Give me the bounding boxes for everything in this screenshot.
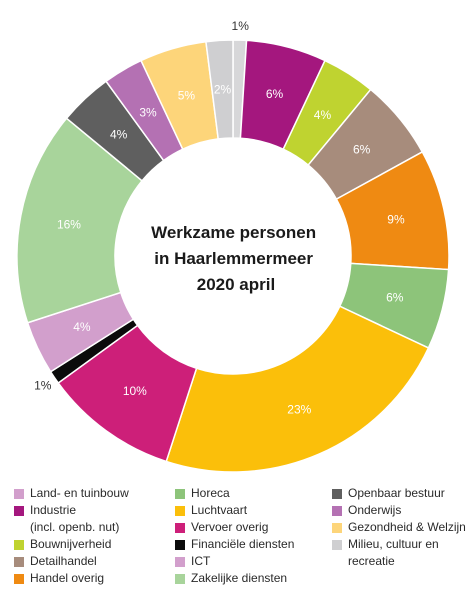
slice-label-5: 9% (387, 213, 405, 227)
legend-swatch (332, 540, 342, 550)
legend-item: Horeca (175, 485, 294, 502)
slice-label-2: 6% (266, 87, 284, 101)
slice-label-14: 5% (178, 89, 196, 103)
slice-label-1: 1% (232, 19, 250, 33)
slice-label-12: 4% (110, 127, 128, 141)
legend-column-2: Horeca Luchtvaart Vervoer overig Financiële… (175, 485, 294, 587)
legend-swatch (14, 574, 24, 584)
slice-label-13: 3% (139, 105, 157, 119)
legend-label: Bouwnijverheid (30, 537, 112, 551)
legend-item: Detailhandel (14, 553, 129, 570)
legend-label: Industrie (incl. openb. nut) (30, 503, 120, 534)
legend-item: Zakelijke diensten (175, 570, 294, 587)
legend-item: Industrie (incl. openb. nut) (14, 502, 129, 536)
legend-swatch (175, 540, 185, 550)
slice-label-6: 6% (386, 291, 404, 305)
chart-title: Werkzame personen in Haarlemmermeer 2020… (151, 223, 321, 294)
slice-label-9: 1% (34, 378, 52, 392)
legend-swatch (175, 489, 185, 499)
legend-swatch (14, 540, 24, 550)
legend-label: Land- en tuinbouw (30, 486, 129, 500)
slice-label-3: 4% (314, 108, 332, 122)
slice-7 (165, 305, 430, 473)
legend-item: Land- en tuinbouw (14, 485, 129, 502)
legend-item: Vervoer overig (175, 519, 294, 536)
legend-column-1: Land- en tuinbouw Industrie (incl. openb.… (14, 485, 129, 587)
donut-slices (16, 39, 450, 473)
legend-label: Openbaar bestuur (348, 486, 445, 500)
legend-item: Luchtvaart (175, 502, 294, 519)
slice-label-7: 23% (287, 402, 311, 416)
legend-label: Horeca (191, 486, 230, 500)
legend-swatch (332, 523, 342, 533)
legend-label: Luchtvaart (191, 503, 248, 517)
legend-item: Bouwnijverheid (14, 536, 129, 553)
legend-label: Zakelijke diensten (191, 571, 288, 585)
slice-label-8: 10% (123, 384, 147, 398)
slice-labels: 1% 6% 4% 6% 9% 6% 23% 10% 1% 4% 16% 4% 3% 5% 2% (34, 19, 405, 416)
chart-title-line-2: in Haarlemmermeer (154, 249, 313, 268)
legend-swatch (14, 506, 24, 516)
slice-15 (205, 39, 234, 140)
legend-swatch (175, 557, 185, 567)
legend-swatch (175, 506, 185, 516)
chart-title-line-1: Werkzame personen (151, 223, 316, 242)
legend-column-3: Openbaar bestuur Onderwijs Gezondheid & We… (332, 485, 466, 570)
slice-label-10: 4% (73, 320, 91, 334)
legend-swatch (332, 489, 342, 499)
legend-label: ICT (191, 554, 211, 568)
legend-label: Milieu, cultuur en recreatie (348, 537, 439, 568)
legend-swatch (332, 506, 342, 516)
legend-label: Handel overig (30, 571, 105, 585)
slice-label-15: 2% (214, 82, 232, 96)
legend-item: Financiële diensten (175, 536, 294, 553)
legend-item: Milieu, cultuur en recreatie (332, 536, 466, 570)
legend-label: Vervoer overig (191, 520, 269, 534)
legend-swatch (175, 574, 185, 584)
legend-swatch (14, 489, 24, 499)
legend-label: Financiële diensten (191, 537, 295, 551)
legend-label: Gezondheid & Welzijn (348, 520, 466, 534)
donut-chart: 1% 6% 4% 6% 9% 6% 23% 10% 1% 4% 16% 4% 3% 5% 2% Werkza… (16, 19, 450, 473)
legend-item: Handel overig (14, 570, 129, 587)
legend-label: Onderwijs (348, 503, 402, 517)
legend-swatch (175, 523, 185, 533)
legend-item: Gezondheid & Welzijn (332, 519, 466, 536)
legend-label: Detailhandel (30, 554, 97, 568)
legend-swatch (14, 557, 24, 567)
legend-item: ICT (175, 553, 294, 570)
legend-item: Openbaar bestuur (332, 485, 466, 502)
slice-label-4: 6% (353, 143, 371, 157)
slice-label-11: 16% (57, 218, 81, 232)
legend-item: Onderwijs (332, 502, 466, 519)
chart-legend: Land- en tuinbouw Industrie (incl. openb.… (14, 485, 466, 600)
chart-title-line-3: 2020 april (197, 275, 275, 294)
